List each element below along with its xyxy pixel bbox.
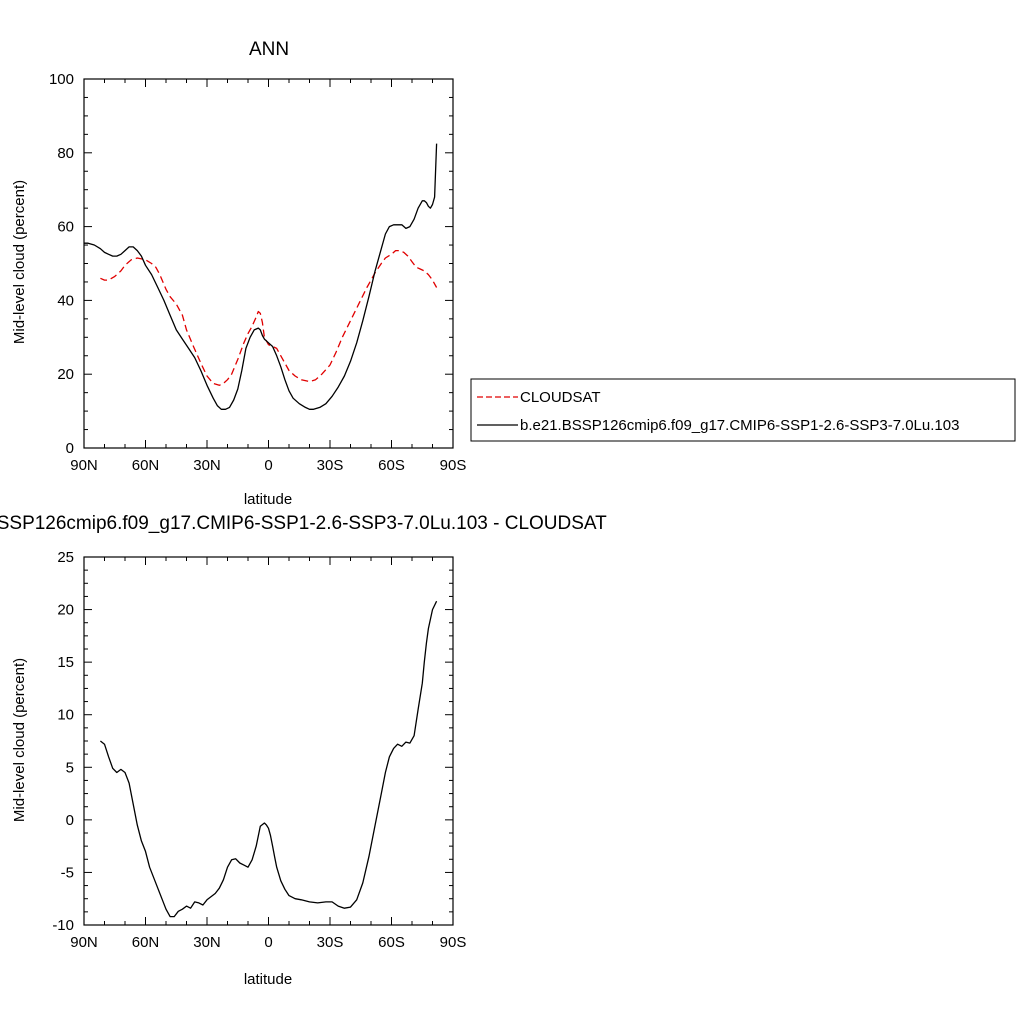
x-tick-label: 60N: [132, 934, 160, 951]
y-tick-label: 60: [57, 219, 74, 236]
y-axis-label: Mid-level cloud (percent): [11, 180, 28, 344]
x-tick-label: 30S: [317, 457, 344, 474]
x-tick-label: 30N: [193, 457, 221, 474]
series-line-b-e21-bssp126cmip6-f09-g17-cmi: [84, 143, 438, 410]
x-tick-label: 0: [264, 934, 272, 951]
x-tick-label: 90S: [440, 457, 467, 474]
y-tick-label: 20: [57, 602, 74, 619]
x-axis-label: latitude: [244, 971, 292, 988]
axes: 90N 60N 30N 0 30S 60S 90S 0 20 40 60 80 100: [49, 71, 466, 474]
panel-title: ANN: [249, 39, 289, 60]
series-lines: [84, 143, 438, 410]
y-tick-label: 20: [57, 366, 74, 383]
x-tick-label: 30S: [317, 934, 344, 951]
annual-line-panel: ANN 90N 60N 30N 0 30S 60S 90S 0 20 40 60 80 100 lati…: [11, 39, 466, 508]
y-tick-label: 25: [57, 549, 74, 566]
y-tick-label: 10: [57, 707, 74, 724]
legend-box: [470, 378, 1016, 442]
x-tick-label: 60S: [378, 457, 405, 474]
difference-line-panel: b.e21.BSSP126cmip6.f09_g17.CMIP6-SSP1-2.…: [0, 513, 607, 988]
plot-frame: [83, 78, 454, 449]
legend: CLOUDSAT b.e21.BSSP126cmip6.f09_g17.CMIP…: [470, 378, 1016, 442]
y-tick-label: 80: [57, 145, 74, 162]
y-tick-label: 40: [57, 292, 74, 309]
panel-title: b.e21.BSSP126cmip6.f09_g17.CMIP6-SSP1-2.…: [0, 513, 607, 534]
series-line-difference: [100, 600, 438, 918]
x-tick-label: 60S: [378, 934, 405, 951]
y-tick-label: -5: [61, 864, 74, 881]
y-tick-label: -10: [52, 917, 74, 934]
legend-entry-cloudsat: CLOUDSAT: [520, 389, 601, 406]
x-tick-label: 90N: [70, 934, 98, 951]
plot-frame: [83, 556, 454, 926]
x-tick-label: 0: [264, 457, 272, 474]
legend-entry-model: b.e21.BSSP126cmip6.f09_g17.CMIP6-SSP1-2.…: [520, 417, 959, 434]
y-axis-label: Mid-level cloud (percent): [11, 658, 28, 822]
axes: 90N 60N 30N 0 30S 60S 90S -10 -5 0 5 10 15 20 25: [52, 549, 466, 951]
series-line-cloudsat: [100, 249, 438, 386]
y-tick-label: 100: [49, 71, 74, 88]
x-tick-label: 30N: [193, 934, 221, 951]
x-tick-label: 90S: [440, 934, 467, 951]
series-lines: [100, 600, 438, 918]
x-tick-label: 60N: [132, 457, 160, 474]
y-tick-label: 0: [66, 440, 74, 457]
y-tick-label: 0: [66, 812, 74, 829]
x-axis-label: latitude: [244, 491, 292, 508]
x-tick-label: 90N: [70, 457, 98, 474]
y-tick-label: 5: [66, 759, 74, 776]
y-tick-label: 15: [57, 654, 74, 671]
